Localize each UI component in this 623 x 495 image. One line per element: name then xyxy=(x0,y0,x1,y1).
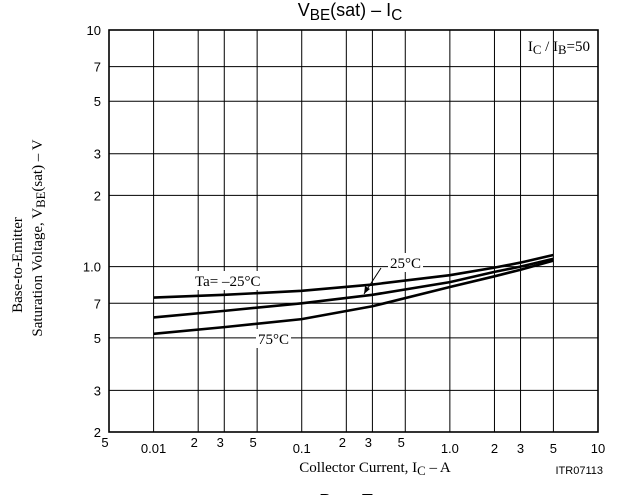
y-tick-label: 10 xyxy=(87,23,101,38)
text-segment: Saturation Voltage, V xyxy=(30,208,46,337)
y-axis-label: Saturation Voltage, VBE(sat) – V xyxy=(30,139,48,336)
text-segment: C xyxy=(391,7,402,24)
x-tick-label: 3 xyxy=(517,441,524,456)
text-segment: BE xyxy=(310,7,330,24)
text-segment: Base-to-Emitter xyxy=(10,217,26,313)
x-tick-label: 3 xyxy=(217,435,224,450)
text-segment: BE xyxy=(34,191,48,208)
series-line xyxy=(153,253,554,299)
text-segment: V xyxy=(298,0,310,20)
label-bg xyxy=(388,253,424,272)
text-segment: P xyxy=(319,491,331,495)
series-label: 75°C xyxy=(258,332,289,348)
text-segment: / I xyxy=(541,39,558,55)
x-tick-label: 2 xyxy=(339,435,346,450)
x-tick-label: 1.0 xyxy=(441,441,459,456)
y-axis-label: Base-to-Emitter xyxy=(10,217,26,313)
x-tick-label: 10 xyxy=(591,441,605,456)
x-tick-label: 2 xyxy=(491,441,498,456)
label-bg xyxy=(193,271,263,290)
series-line xyxy=(153,257,554,319)
text-segment: C xyxy=(533,43,542,57)
x-tick-label: 5 xyxy=(550,441,557,456)
next-chart-title: PC – Ta xyxy=(319,491,382,495)
label-bg xyxy=(256,329,292,348)
text-segment: I xyxy=(528,39,533,55)
text-segment: Collector Current, I xyxy=(299,460,417,476)
x-tick-label: 5 xyxy=(398,435,405,450)
y-tick-label: 3 xyxy=(94,383,101,398)
text-segment: C xyxy=(417,464,426,478)
text-segment: – A xyxy=(426,460,451,476)
text-segment: =50 xyxy=(567,39,590,55)
x-tick-label: 0.1 xyxy=(293,441,311,456)
y-tick-label: 5 xyxy=(94,331,101,346)
y-tick-label: 3 xyxy=(94,147,101,162)
x-tick-label: 5 xyxy=(101,435,108,450)
x-tick-label: 2 xyxy=(191,435,198,450)
y-tick-label: 1.0 xyxy=(83,260,101,275)
y-tick-label: 2 xyxy=(94,188,101,203)
x-tick-label: 0.01 xyxy=(141,441,166,456)
text-segment: (sat) – V xyxy=(30,139,46,191)
y-tick-label: 7 xyxy=(94,296,101,311)
x-tick-label: 3 xyxy=(365,435,372,450)
text-segment: (sat) – I xyxy=(330,0,391,20)
plot-frame xyxy=(108,29,599,433)
chart-title: VBE(sat) – IC xyxy=(298,0,403,24)
y-tick-label: 5 xyxy=(94,94,101,109)
x-axis-label: Collector Current, IC – A xyxy=(299,460,451,478)
series-label: Ta= –25°C xyxy=(195,274,261,290)
annotation-bg xyxy=(472,33,596,59)
x-tick-label: 5 xyxy=(250,435,257,450)
text-segment: B xyxy=(558,43,567,57)
series-label: 25°C xyxy=(390,256,421,272)
y-tick-label: 2 xyxy=(94,425,101,440)
y-tick-label: 7 xyxy=(94,60,101,75)
pointer-head xyxy=(364,286,370,294)
series-line xyxy=(153,259,554,336)
figure-id: ITR07113 xyxy=(556,465,604,477)
text-segment: – Ta xyxy=(342,491,382,495)
